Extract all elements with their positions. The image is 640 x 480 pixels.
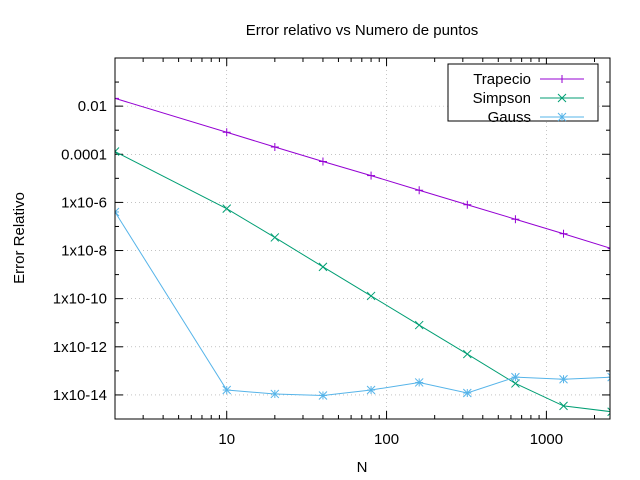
data-point-simpson — [414, 320, 424, 330]
series-line-trapecio — [115, 97, 610, 249]
data-point-simpson — [318, 262, 328, 272]
data-point-gauss — [462, 388, 472, 398]
legend-marker-simpson — [557, 93, 567, 103]
data-point-simpson — [607, 407, 610, 417]
data-point-simpson — [270, 233, 280, 242]
data-point-simpson — [511, 379, 520, 388]
data-point-gauss — [607, 372, 610, 382]
series-trapecio — [115, 94, 610, 250]
series-line-simpson — [115, 151, 610, 413]
legend-label-trapecio: Trapecio — [473, 71, 531, 88]
data-point-trapecio — [463, 200, 472, 209]
data-point-trapecio — [222, 128, 231, 137]
x-tick-label: 1000 — [530, 431, 563, 448]
data-point-gauss — [115, 207, 120, 217]
data-point-trapecio — [607, 248, 610, 250]
series-line-gauss — [115, 211, 610, 396]
y-tick-label: 1x10-14 — [53, 387, 107, 404]
data-point-trapecio — [415, 186, 424, 195]
data-point-gauss — [414, 378, 424, 387]
x-axis-label: N — [357, 459, 368, 476]
data-point-gauss — [511, 372, 520, 382]
data-point-gauss — [366, 385, 376, 395]
y-tick-label: 1x10-10 — [53, 291, 107, 308]
data-point-trapecio — [559, 229, 568, 238]
data-point-gauss — [222, 385, 232, 395]
data-point-simpson — [366, 291, 376, 301]
data-point-simpson — [222, 204, 232, 214]
data-point-gauss — [559, 374, 568, 384]
series-simpson — [115, 147, 610, 417]
y-tick-label: 1x10-12 — [53, 339, 107, 356]
legend-label-gauss: Gauss — [488, 109, 531, 126]
legend-marker-trapecio — [558, 75, 566, 83]
data-point-gauss — [318, 391, 328, 400]
axis-ticks: 10 100 1000 0.01 0.0001 1x10-6 1x10-8 1x10-10 1x… — [53, 57, 610, 448]
legend-marker-gauss — [557, 112, 567, 122]
data-point-gauss — [270, 389, 280, 399]
x-tick-label: 10 — [218, 431, 235, 448]
plot-frame — [114, 57, 611, 420]
data-point-simpson — [462, 349, 472, 359]
y-tick-label: 0.01 — [78, 98, 107, 115]
chart-title: Error relativo vs Numero de puntos — [246, 22, 479, 39]
series-gauss — [115, 207, 610, 400]
data-point-simpson — [559, 401, 568, 411]
y-tick-label: 0.0001 — [61, 146, 107, 163]
data-point-trapecio — [367, 171, 376, 180]
data-point-trapecio — [318, 157, 327, 166]
legend-box — [447, 63, 599, 122]
y-tick-label: 1x10-6 — [61, 194, 107, 211]
data-point-simpson — [115, 147, 120, 156]
y-tick-label: 1x10-8 — [61, 243, 107, 260]
data-point-trapecio — [115, 94, 119, 103]
series-layer — [115, 94, 610, 417]
x-tick-label: 100 — [374, 431, 399, 448]
data-point-trapecio — [511, 215, 520, 224]
legend: Trapecio Simpson Gauss — [447, 63, 599, 126]
y-axis-label: Error Relativo — [11, 192, 28, 284]
data-point-trapecio — [270, 143, 279, 152]
legend-label-simpson: Simpson — [473, 90, 531, 107]
